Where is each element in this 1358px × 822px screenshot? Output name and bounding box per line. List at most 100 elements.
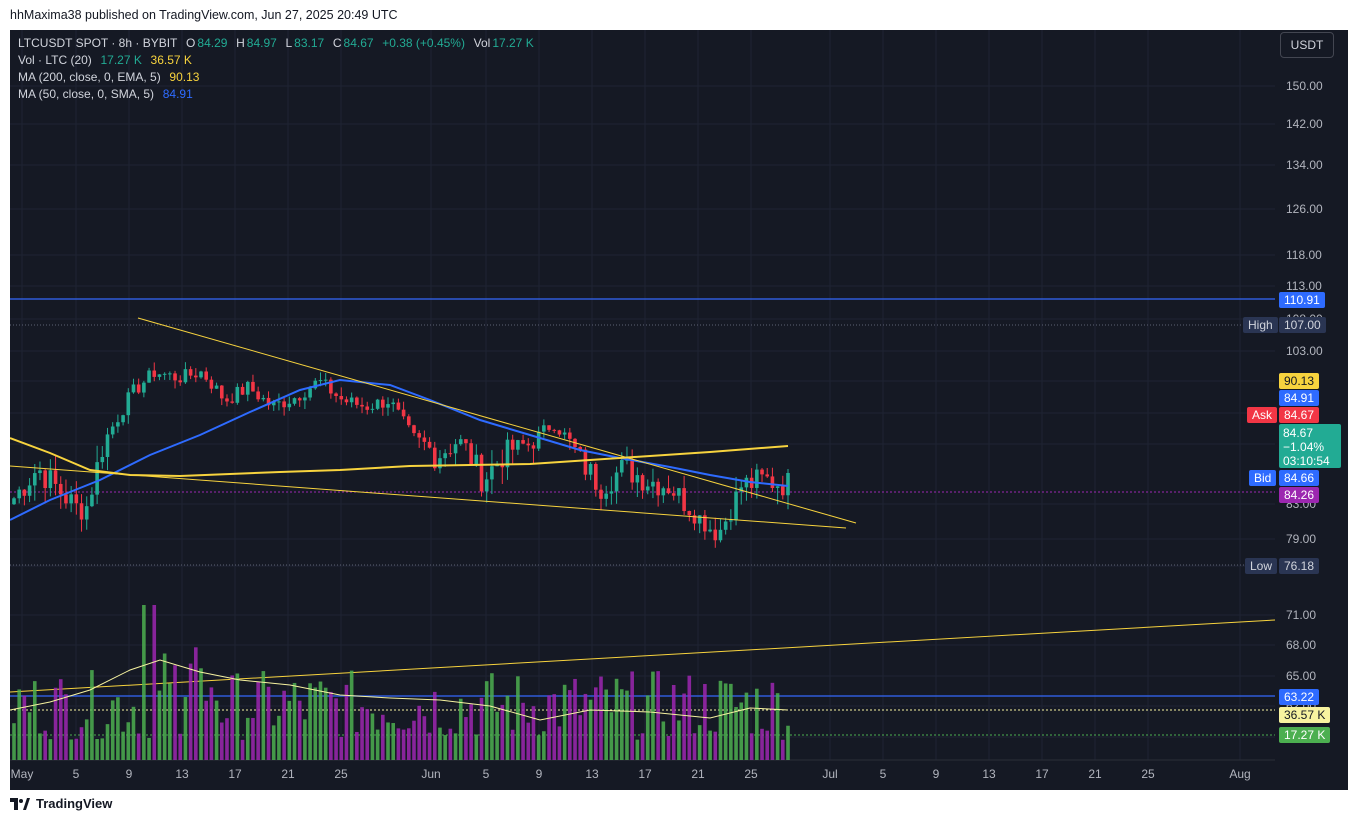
candle-body (703, 515, 707, 532)
volume-bar (162, 653, 167, 760)
published-caption: hhMaxima38 published on TradingView.com,… (10, 8, 398, 22)
candle-body (479, 454, 484, 492)
volume-bar (406, 728, 411, 760)
sma50-price-tag: 84.91 (1279, 390, 1320, 406)
legend-symbol[interactable]: LTCUSDT SPOT · 8h · BYBIT (18, 36, 178, 50)
volume-bar (697, 725, 702, 760)
volume-bar (349, 670, 354, 760)
volume-bar (464, 717, 468, 760)
price-chart[interactable]: 150.00142.00134.00126.00118.00113.00108.… (10, 30, 1348, 790)
volume-bar (542, 731, 546, 760)
chart-frame[interactable]: 150.00142.00134.00126.00118.00113.00108.… (10, 30, 1348, 790)
legend-vol: 17.27 K (492, 36, 534, 50)
legend-ema200-label: MA (200, close, 0, EMA, 5) (18, 70, 161, 84)
candle-body (84, 506, 89, 520)
candle-body (671, 493, 676, 496)
ask-price-tag: 84.67 (1279, 407, 1320, 423)
volume-bar (547, 695, 551, 760)
volume-bar (412, 720, 416, 760)
candle-body (417, 433, 421, 438)
candle-body (297, 398, 302, 401)
volume-bar (718, 680, 723, 760)
volume-bar (173, 665, 177, 760)
candle-body (381, 399, 385, 408)
x-tick-label: 5 (483, 767, 490, 781)
candle-body (396, 402, 401, 410)
last-price: 84.67 (1283, 426, 1314, 440)
volume-bar (781, 739, 785, 760)
candle-body (443, 453, 447, 459)
low-label-tag: Low (1245, 558, 1278, 574)
volume-bar (453, 733, 458, 760)
candle-body (562, 432, 567, 435)
candle-body (604, 493, 608, 499)
legend-ema200-row[interactable]: MA (200, close, 0, EMA, 5) 90.13 (18, 70, 201, 84)
volume-bar (58, 679, 63, 760)
bar-countdown: 03:10:54 (1283, 454, 1330, 468)
candle-body (490, 466, 494, 480)
candle-body (536, 431, 541, 449)
candle-body (349, 397, 354, 403)
volume-bar (43, 730, 47, 760)
volume-bar (744, 692, 749, 760)
candle-body (729, 520, 733, 522)
candle-body (188, 369, 193, 376)
x-tick-label: 9 (933, 767, 940, 781)
low-price-tag: 76.18 (1279, 558, 1320, 574)
volume-bar (48, 739, 53, 760)
x-tick-label: 13 (585, 767, 599, 781)
bid-price-tag: 84.66 (1279, 470, 1320, 486)
volume-bar (521, 702, 525, 760)
volume-bar (64, 694, 68, 760)
volume-bar (287, 700, 292, 760)
volume-bar (583, 693, 588, 760)
volume-bar (121, 731, 125, 760)
y-tick-label: 68.00 (1286, 638, 1316, 652)
volume-bar (38, 733, 42, 760)
x-tick-label: 21 (1088, 767, 1102, 781)
volume-bar (588, 699, 593, 760)
footer-brand[interactable]: TradingView (10, 796, 112, 811)
candle-body (401, 409, 406, 417)
volume-bar (625, 690, 629, 760)
volume-bar (469, 704, 473, 760)
bid-label-tag: Bid (1249, 470, 1277, 486)
volume-bar (256, 681, 260, 760)
volume-bar (448, 728, 453, 760)
legend-volume-row[interactable]: Vol · LTC (20) 17.27 K 36.57 K (18, 53, 194, 67)
volume-bar (536, 735, 541, 760)
volume-bar (199, 668, 203, 760)
candle-body (370, 408, 375, 410)
volume-bar (438, 727, 442, 760)
volume-bar (235, 673, 240, 760)
volume-bar (651, 671, 655, 760)
volume-bar (593, 687, 598, 760)
candle-body (142, 382, 146, 393)
candle-body (661, 488, 666, 496)
volume-bar (604, 689, 608, 760)
candle-body (692, 515, 697, 524)
volume-bar (386, 722, 390, 760)
candle-body (687, 510, 692, 516)
candle-body (458, 439, 463, 445)
candle-body (74, 494, 79, 504)
volume-bar (157, 690, 162, 760)
volume-bar (401, 729, 406, 760)
x-tick-label: 13 (175, 767, 189, 781)
volume-bar (661, 721, 666, 760)
currency-button[interactable]: USDT (1280, 32, 1334, 58)
candle-body (583, 449, 588, 475)
volume-bar (245, 717, 250, 760)
volume-bar (422, 716, 427, 760)
candle-body (225, 398, 229, 402)
candle-body (651, 481, 655, 487)
volume-bar (183, 697, 188, 760)
y-tick-label: 65.00 (1286, 669, 1316, 683)
volume-bar (53, 687, 58, 760)
candle-body (760, 469, 764, 475)
x-tick-label: 21 (281, 767, 295, 781)
legend-sma50-row[interactable]: MA (50, close, 0, SMA, 5) 84.91 (18, 87, 195, 101)
candle-body (739, 487, 744, 492)
candle-body (214, 385, 219, 389)
candle-body (526, 443, 531, 446)
